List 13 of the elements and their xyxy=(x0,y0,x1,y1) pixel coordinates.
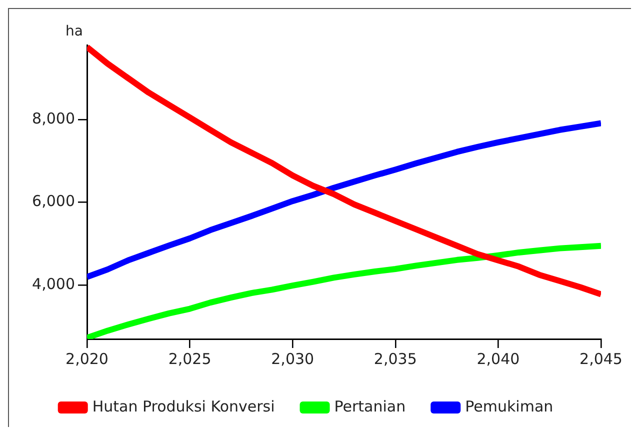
y-tick-label: 6,000 xyxy=(32,192,75,210)
x-tick-label: 2,040 xyxy=(476,350,520,368)
legend-label: Hutan Produksi Konversi xyxy=(92,397,275,416)
legend-label: Pertanian xyxy=(334,397,406,416)
x-tick-label: 2,025 xyxy=(168,350,212,368)
x-tick-label: 2,035 xyxy=(374,350,417,368)
x-tick-label: 2,020 xyxy=(66,350,108,368)
y-tick-label: 8,000 xyxy=(32,109,75,128)
y-tick-label: 4,000 xyxy=(32,275,75,294)
legend-label: Pemukiman xyxy=(465,397,554,416)
x-tick-label: 2,030 xyxy=(271,350,314,368)
y-axis-title: ha xyxy=(66,24,83,40)
x-tick-label: 2,045 xyxy=(580,350,622,368)
